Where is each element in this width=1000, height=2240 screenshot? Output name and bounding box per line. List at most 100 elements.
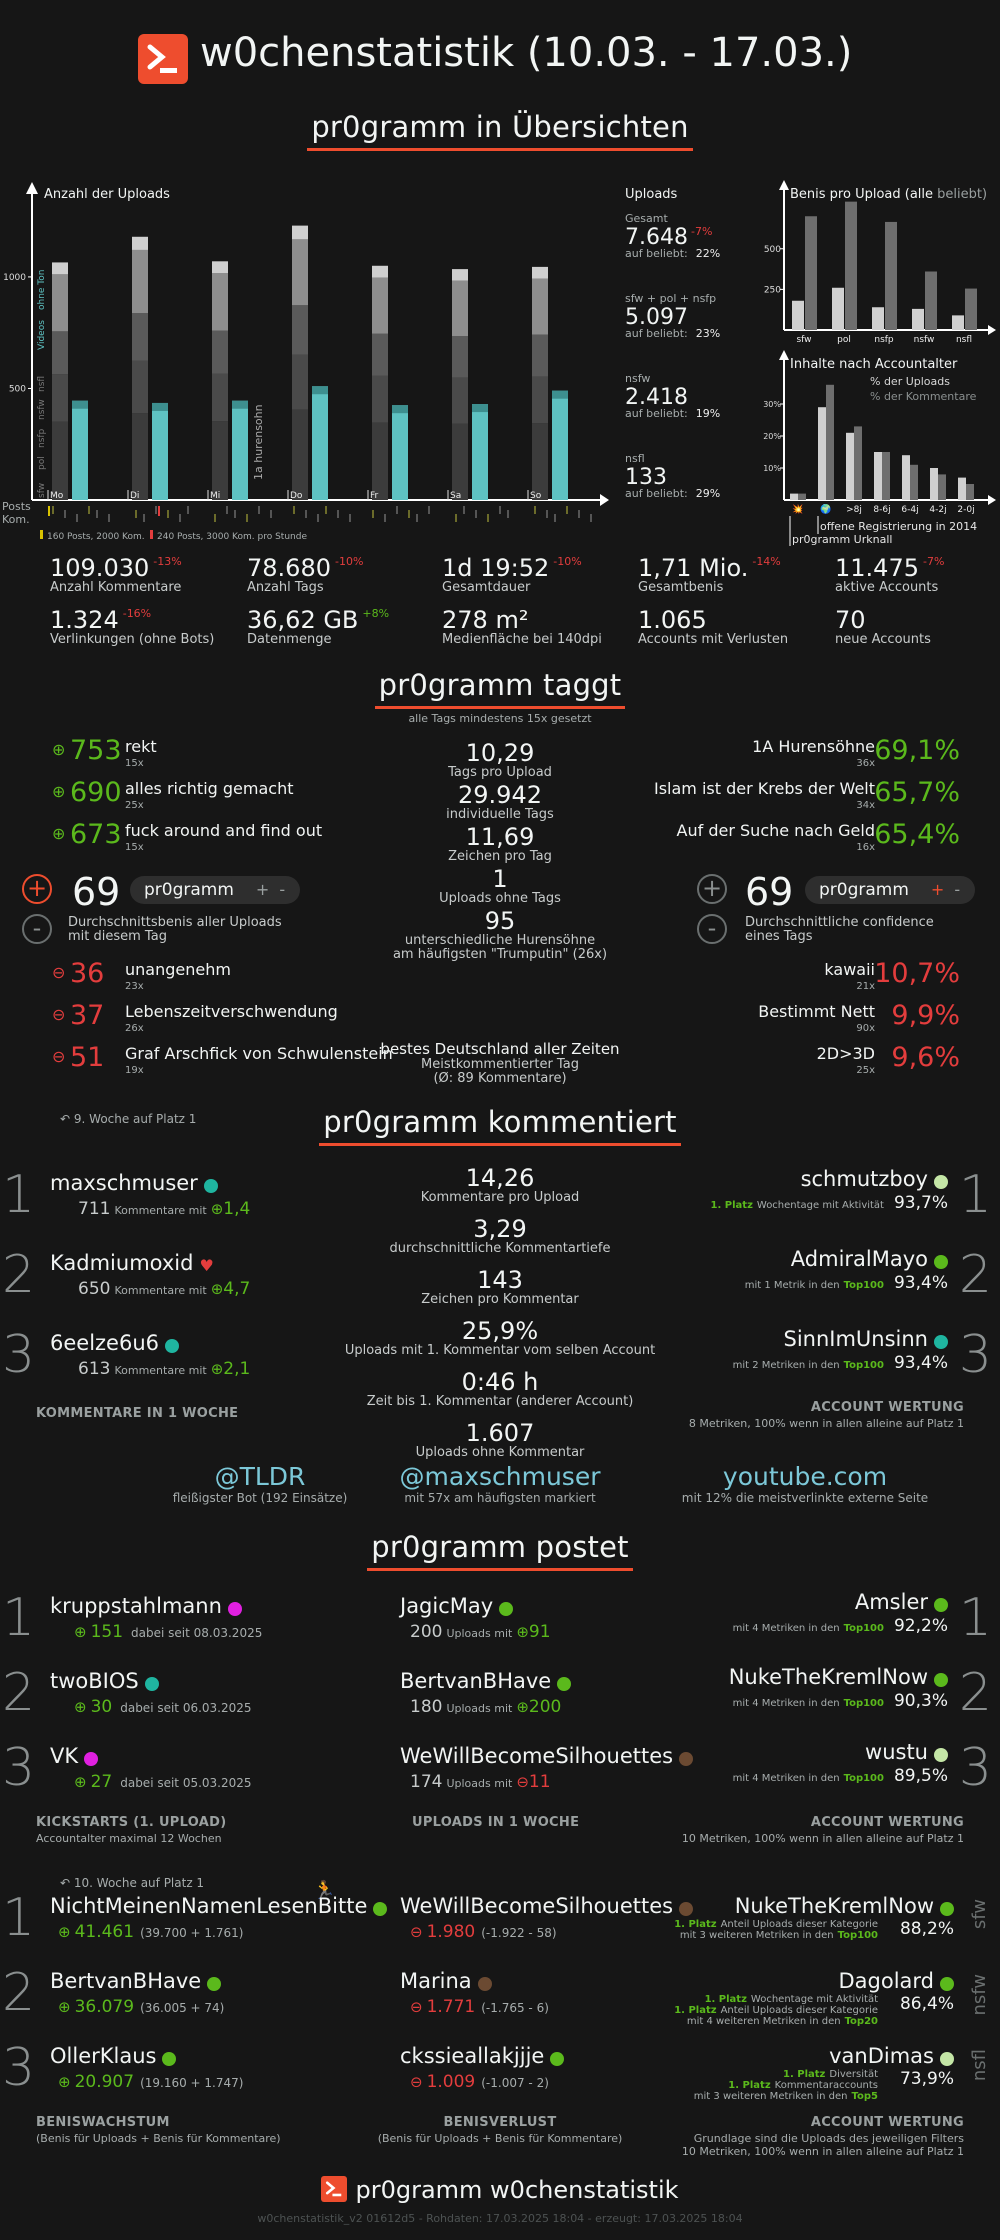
plus-circle-icon[interactable]: + (697, 874, 727, 904)
benis-loss-value: 1.980 (426, 1922, 476, 1942)
age-bar-uploads (818, 407, 826, 500)
tag-name[interactable]: Islam ist der Krebs der Welt (653, 779, 875, 798)
tag-name[interactable]: 1A Hurensöhne (752, 737, 875, 756)
upload-stat-label: Gesamt (625, 212, 668, 225)
tag-top-item: ⊕ 753 rekt 15x (52, 735, 352, 775)
tag-score: 690 (70, 777, 122, 808)
rating-line-a: mit 4 Metriken in den (732, 1698, 840, 1709)
tag-name[interactable]: fuck around and find out (125, 821, 323, 840)
day-label: Di (130, 491, 139, 501)
comment-bar (392, 405, 408, 500)
age-legend-uploads: % der Uploads (870, 375, 950, 388)
username-link[interactable]: WeWillBecomeSilhouettes (400, 1894, 674, 1918)
benis-bar-beliebt (885, 221, 897, 330)
filter-sub1: Grundlage sind die Uploads des jeweilige… (693, 2132, 964, 2145)
tag-name[interactable]: 2D>3D (816, 1044, 875, 1063)
tag-name[interactable]: rekt (125, 737, 157, 756)
benis-loss-item: Marina ⊖ 1.771 (-1.765 - 6) (400, 1969, 700, 2017)
minus-circle-icon[interactable]: - (22, 914, 52, 944)
username-link[interactable]: Amsler (854, 1590, 928, 1614)
tag-name[interactable]: kawaii (824, 960, 875, 979)
username-link[interactable]: 6eelze6u6 (50, 1331, 160, 1355)
x-axis-arrow (988, 325, 996, 335)
rank-number: 2 (958, 1245, 992, 1305)
age-bar-uploads (958, 477, 966, 500)
username-link[interactable]: AdmiralMayo (790, 1247, 928, 1271)
username-link[interactable]: Dagolard (838, 1969, 934, 1993)
minus-icon: ⊖ (410, 1923, 423, 1941)
upload-stat-value: 2.418 (625, 385, 688, 410)
comment-bar (232, 400, 248, 500)
upload-bar-segment (372, 277, 388, 334)
benis-loss-item: ckssieallakjjje ⊖ 1.009 (-1.007 - 2) (400, 2044, 700, 2092)
upload-stat-pct: 29% (695, 487, 721, 500)
username-link[interactable]: twoBIOS (50, 1669, 139, 1693)
activity-tick (179, 514, 181, 522)
tag-name[interactable]: Bestimmt Nett (758, 1002, 875, 1021)
username-link[interactable]: vanDimas (829, 2044, 934, 2068)
activity-tick (534, 506, 536, 514)
tag-name[interactable]: unangenehm (125, 960, 231, 979)
comment-mid-label: Kommentare mit (114, 1204, 207, 1217)
center-stat-label: Uploads ohne Tags (439, 891, 561, 906)
pill-minus-icon[interactable]: - (954, 880, 961, 899)
rank-number: 1 (2, 1165, 36, 1225)
day-label: Mi (210, 491, 220, 501)
link-value[interactable]: @TLDR (214, 1462, 306, 1491)
username-link[interactable]: Kadmiumoxid (50, 1251, 194, 1275)
username-link[interactable]: NichtMeinenNamenLesenBitte (50, 1894, 368, 1918)
comment-bar-top (152, 402, 168, 411)
pill-plus-icon[interactable]: + (255, 880, 270, 899)
row-labels: Posts Kom. (2, 500, 31, 526)
benis-gain-detail: (19.160 + 1.747) (140, 2076, 244, 2090)
username-link[interactable]: NukeTheKremlNow (728, 1665, 928, 1689)
age-cat-label: 🌍 (820, 503, 831, 515)
pill-plus-icon[interactable]: + (930, 880, 945, 899)
tag-confidence: 65,7% (874, 777, 960, 808)
username-link[interactable]: BertvanBHave (50, 1969, 202, 1993)
center-stat-label2: am häufigsten "Trumputin" (26x) (392, 947, 608, 962)
username-link[interactable]: wustu (865, 1740, 928, 1764)
username-link[interactable]: WeWillBecomeSilhouettes (400, 1744, 674, 1768)
username-link[interactable]: kruppstahlmann (50, 1594, 222, 1618)
username-link[interactable]: ckssieallakjjje (400, 2044, 545, 2068)
best-tag-value[interactable]: bestes Deutschland aller Zeiten (380, 1040, 620, 1058)
benis-gain-value: 36.079 (74, 1997, 135, 2017)
tag-count: 23x (125, 981, 144, 992)
pill-minus-icon[interactable]: - (279, 880, 286, 899)
benis-chart: 500 250 sfw pol nsfp nsfw nsfl (764, 180, 996, 345)
username-link[interactable]: schmutzboy (800, 1167, 928, 1191)
minus-circle-icon[interactable]: - (697, 914, 727, 944)
tag-pill-left[interactable]: pr0gramm + - (130, 876, 300, 904)
username-link[interactable]: JagicMay (400, 1594, 494, 1618)
benis-gain-item: OllerKlaus ⊕ 20.907 (19.160 + 1.747) (50, 2044, 390, 2092)
plus-icon: ⊕ (52, 824, 66, 843)
username-link[interactable]: BertvanBHave (400, 1669, 552, 1693)
username-link[interactable]: VK (50, 1744, 79, 1768)
tag-name[interactable]: alles richtig gemacht (125, 779, 294, 798)
username-link[interactable]: maxschmuser (50, 1171, 198, 1195)
link-label: fleißigster Bot (192 Einsätze) (172, 1491, 348, 1505)
tag-name[interactable]: Auf der Suche nach Geld (676, 821, 875, 840)
plus-circle-icon[interactable]: + (22, 874, 52, 904)
username-link[interactable]: SinnImUnsinn (783, 1327, 928, 1351)
user-status-dot (679, 1751, 694, 1766)
tag-name[interactable]: Graf Arschfick von Schwulenstein (125, 1044, 393, 1063)
stat-value: 1d 19:52 (442, 554, 550, 582)
kickstart-score: 30 (90, 1697, 113, 1717)
benis-gain-detail: (36.005 + 74) (140, 2001, 225, 2015)
username-link[interactable]: NukeTheKremlNow (734, 1894, 934, 1918)
link-value[interactable]: @maxschmuser (399, 1462, 601, 1491)
tag-confidence-value: 69 (745, 870, 794, 914)
link-value[interactable]: youtube.com (722, 1462, 888, 1491)
tag-pill-right[interactable]: pr0gramm + - (805, 876, 975, 904)
username-link[interactable]: Marina (400, 1969, 472, 1993)
upload-mid-label: Uploads mit (446, 1702, 513, 1715)
activity-tick (578, 510, 580, 518)
comments-note: ↶ 9. Woche auf Platz 1 (60, 1112, 197, 1126)
user-status-dot (934, 1254, 948, 1269)
upload-bar-segment (212, 373, 228, 422)
tag-name[interactable]: Lebenszeitverschwendung (125, 1002, 338, 1021)
username-link[interactable]: OllerKlaus (50, 2044, 157, 2068)
y-tick-label: 30% (763, 400, 781, 409)
